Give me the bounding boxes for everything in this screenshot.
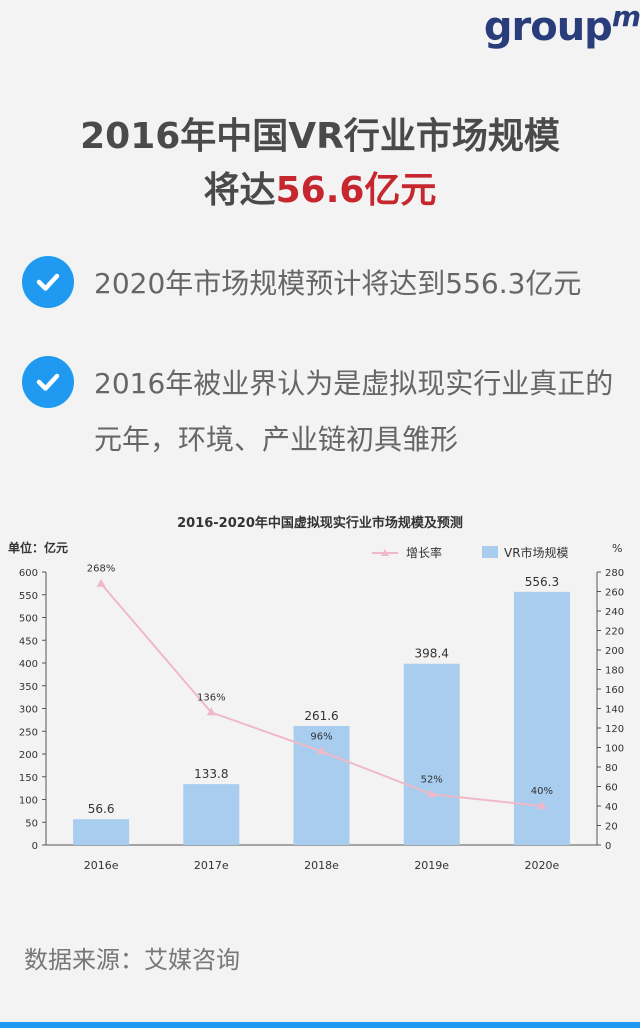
left-axis-tick-label: 450 [19,636,38,647]
growth-rate-label: 52% [421,774,443,785]
growth-rate-label: 40% [531,786,553,797]
left-axis-tick-label: 550 [19,591,38,602]
bar-2017e [183,784,240,845]
bar-value-label: 133.8 [194,767,228,781]
checkmark-circle-icon [22,356,74,408]
bar-value-label: 556.3 [525,575,559,589]
growth-rate-point [537,801,547,809]
left-axis-tick-label: 100 [19,796,38,807]
headline-highlight: 56.6亿元 [275,170,437,211]
growth-rate-point [206,707,216,716]
right-axis-tick-label: 240 [605,607,624,618]
right-axis-tick-label: 180 [605,666,624,677]
left-axis-tick-label: 600 [19,568,38,579]
right-axis-tick-label: 0 [605,841,611,852]
left-axis-tick-label: 250 [19,727,38,738]
right-axis-tick-label: 120 [605,724,624,735]
market-size-chart: 2016-2020年中国虚拟现实行业市场规模及预测单位：亿元% 增长率 VR市场规模… [0,505,640,905]
growth-rate-label: 136% [197,692,226,703]
left-axis-unit: 单位：亿元 [8,540,68,555]
right-axis-tick-label: 260 [605,588,624,599]
legend-line-marker [381,549,389,556]
headline-line1: 2016年中国VR行业市场规模 [80,116,560,157]
right-axis-tick-label: 140 [605,705,624,716]
groupm-logo: groupm [483,0,640,50]
bar-2016e [73,819,130,845]
bullet-1: 2020年市场规模预计将达到556.3亿元 [22,256,620,312]
x-axis-tick-label: 2019e [414,859,449,872]
growth-rate-point [427,789,437,798]
left-axis-tick-label: 50 [25,818,38,829]
right-axis-tick-label: 20 [605,822,618,833]
right-axis-tick-label: 200 [605,646,624,657]
bullet-2: 2016年被业界认为是虚拟现实行业真正的 元年，环境、产业链初具雏形 [22,356,620,468]
left-axis-tick-label: 200 [19,750,38,761]
growth-rate-point [317,746,326,755]
right-axis-tick-label: 60 [605,783,618,794]
bar-2019e [403,663,460,845]
headline: 2016年中国VR行业市场规模 将达56.6亿元 [0,110,640,218]
left-axis-tick-label: 350 [19,682,38,693]
bullet-2-text: 2016年被业界认为是虚拟现实行业真正的 元年，环境、产业链初具雏形 [94,367,614,456]
right-axis-tick-label: 80 [605,763,618,774]
left-axis-tick-label: 150 [19,773,38,784]
x-axis-tick-label: 2020e [525,859,560,872]
x-axis-tick-label: 2018e [304,859,339,872]
growth-rate-point [96,578,106,587]
right-axis-tick-label: 280 [605,568,624,579]
left-axis-tick-label: 0 [32,841,38,852]
checkmark-circle-icon [22,256,74,308]
x-axis-tick-label: 2017e [194,859,229,872]
left-axis-tick-label: 300 [19,705,38,716]
legend-bar-swatch [482,546,498,558]
x-axis-tick-label: 2016e [84,859,119,872]
right-axis-tick-label: 40 [605,802,618,813]
left-axis-tick-label: 400 [19,659,38,670]
growth-rate-label: 268% [87,564,116,575]
right-axis-tick-label: 160 [605,685,624,696]
bottom-accent-bar [0,1022,640,1028]
bar-value-label: 56.6 [88,802,115,816]
right-axis-unit: % [612,542,622,555]
chart-title: 2016-2020年中国虚拟现实行业市场规模及预测 [177,515,463,531]
legend-label-growth: 增长率 [406,545,442,560]
right-axis-tick-label: 220 [605,627,624,638]
source-note: 数据来源：艾媒咨询 [24,946,240,974]
right-axis-tick-label: 100 [605,744,624,755]
bar-value-label: 261.6 [304,709,338,723]
left-axis-tick-label: 500 [19,614,38,625]
bar-value-label: 398.4 [415,647,449,661]
growth-rate-label: 96% [310,731,332,742]
headline-line2: 将达56.6亿元 [203,170,437,211]
legend-label-market: VR市场规模 [504,545,569,560]
bullet-1-text: 2020年市场规模预计将达到556.3亿元 [94,267,582,300]
